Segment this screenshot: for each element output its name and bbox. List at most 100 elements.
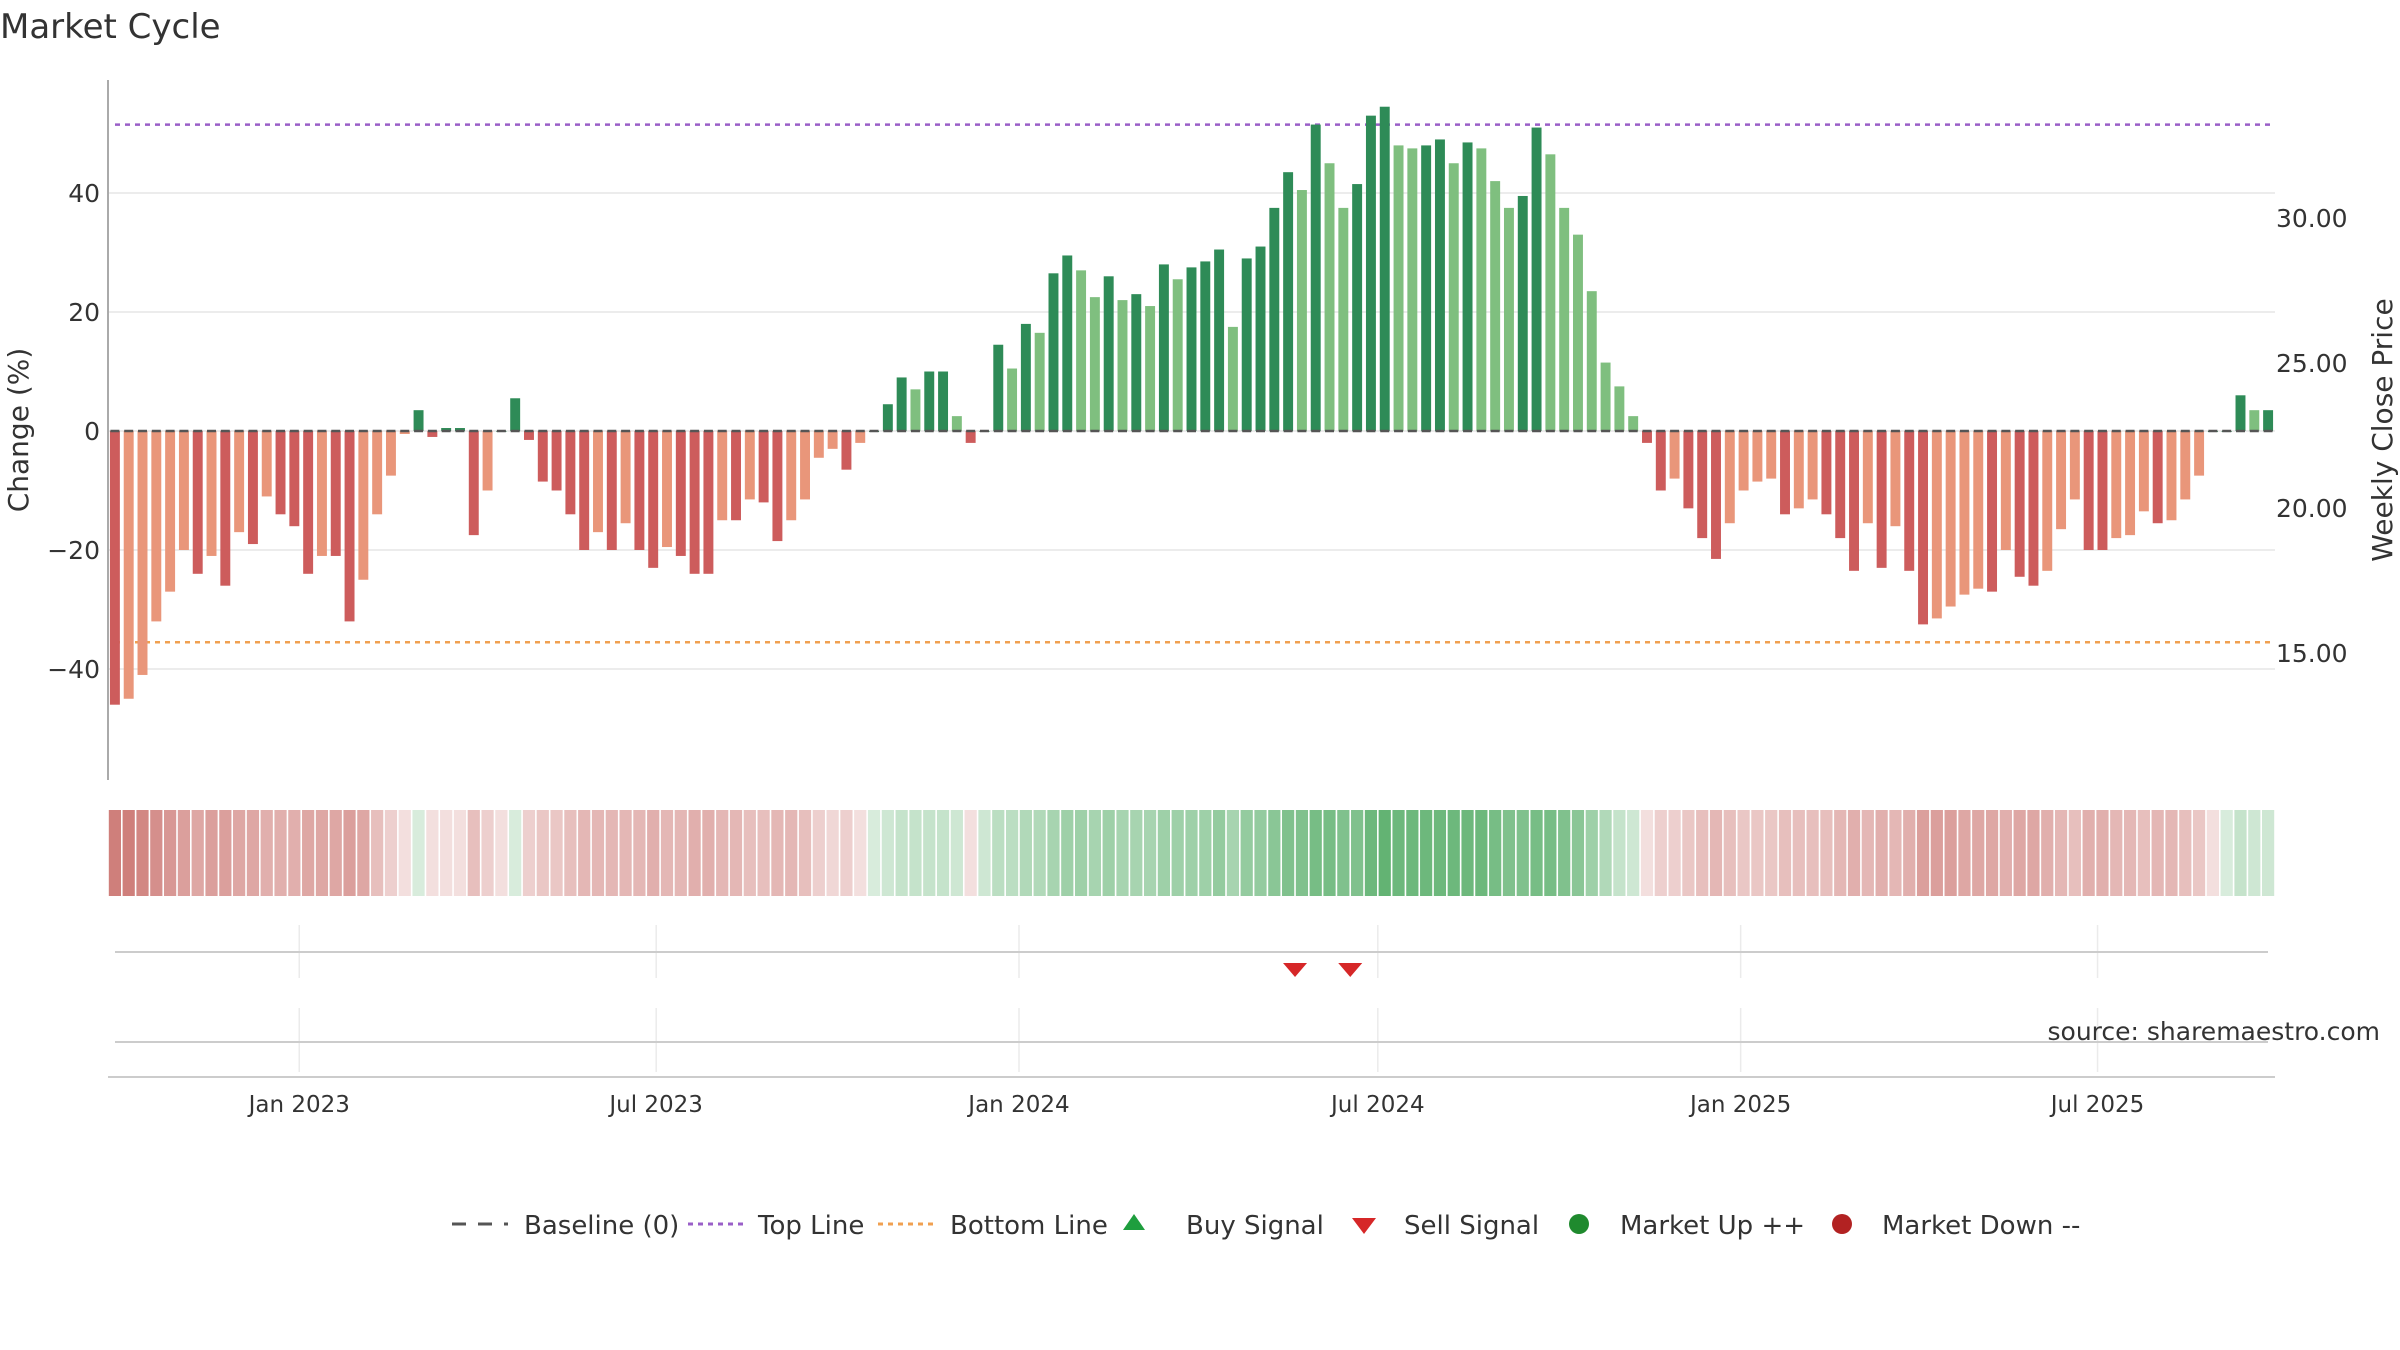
change-bars xyxy=(109,106,2274,705)
band-cell xyxy=(1102,810,1115,896)
bar xyxy=(910,389,921,431)
band-cell xyxy=(1792,810,1805,896)
bar xyxy=(316,431,327,556)
band-cell xyxy=(1723,810,1736,896)
bar xyxy=(924,371,935,431)
bar xyxy=(1600,362,1611,431)
band-cell xyxy=(1751,810,1764,896)
bar xyxy=(2152,431,2163,524)
band-cell xyxy=(1061,810,1074,896)
band-cell xyxy=(1019,810,1032,896)
bar xyxy=(2111,431,2122,539)
band-cell xyxy=(440,810,453,896)
band-cell xyxy=(1268,810,1281,896)
bar xyxy=(1821,431,1832,515)
band-cell xyxy=(688,810,701,896)
band-cell xyxy=(2054,810,2068,896)
y-left-tick-label: −20 xyxy=(47,536,100,565)
band-cell xyxy=(191,810,204,896)
legend-buy-signal-icon xyxy=(1123,1214,1145,1230)
band-cell xyxy=(1999,810,2012,896)
band-cell xyxy=(1433,810,1447,896)
bar xyxy=(800,431,810,500)
bar xyxy=(1559,207,1570,432)
band-cell xyxy=(1765,810,1778,896)
bar xyxy=(151,431,162,622)
bar xyxy=(1945,431,1956,607)
band-cell xyxy=(1185,810,1198,896)
bar xyxy=(1517,195,1528,431)
bar xyxy=(1214,249,1225,431)
bar xyxy=(1614,386,1625,432)
bar xyxy=(551,431,562,491)
band-cell xyxy=(2068,810,2081,896)
band-cell xyxy=(1944,810,1957,896)
band-cell xyxy=(1171,810,1184,896)
bar xyxy=(220,431,231,586)
bar xyxy=(1849,431,1859,571)
bar xyxy=(703,431,714,574)
legend-market-down-icon xyxy=(1832,1214,1852,1234)
band-cell xyxy=(895,810,908,896)
bar xyxy=(234,431,245,533)
band-cell xyxy=(2234,810,2247,896)
bar xyxy=(1255,246,1266,431)
bar xyxy=(385,431,396,476)
band-cell xyxy=(1392,810,1405,896)
band-cell xyxy=(2110,810,2123,896)
band-cell xyxy=(605,810,618,896)
band-cell xyxy=(798,810,812,896)
band-cell xyxy=(1199,810,1212,896)
bar xyxy=(1421,145,1432,431)
bar xyxy=(1987,431,1998,592)
bar xyxy=(1904,431,1915,571)
band-cell xyxy=(619,810,632,896)
band-cell xyxy=(2248,810,2261,896)
bar xyxy=(1724,431,1735,524)
bar xyxy=(1393,145,1404,431)
y-left-tick-label: 40 xyxy=(68,179,100,208)
bar xyxy=(813,431,824,458)
y-right-tick-label: 20.00 xyxy=(2276,494,2348,523)
bar xyxy=(303,431,314,574)
bar xyxy=(2097,431,2108,550)
band-cell xyxy=(2165,810,2178,896)
band-cell xyxy=(205,810,218,896)
band-cell xyxy=(1709,810,1723,896)
x-ticks: Jan 2023 Jul 2023 Jan 2024 Jul 2024 Jan 2025… xyxy=(247,1092,2145,1118)
bar xyxy=(1669,431,1680,479)
bar xyxy=(1407,148,1418,432)
bar xyxy=(1835,431,1846,539)
bar xyxy=(468,431,479,536)
band-cell xyxy=(343,810,356,896)
band-cell xyxy=(826,810,839,896)
legend-market-down-label: Market Down -- xyxy=(1882,1211,2080,1241)
bar xyxy=(1628,416,1639,432)
bar xyxy=(2263,410,2274,431)
x-tick-label: Jan 2023 xyxy=(247,1092,350,1118)
band-cell xyxy=(840,810,853,896)
band-cell xyxy=(591,810,605,896)
bar xyxy=(330,431,341,556)
band-cell xyxy=(177,810,191,896)
band-cell xyxy=(716,810,729,896)
band-cell xyxy=(371,810,384,896)
band-cell xyxy=(1088,810,1101,896)
band-cell xyxy=(1309,810,1322,896)
bar xyxy=(1117,300,1128,431)
band-cell xyxy=(1074,810,1088,896)
band-cell xyxy=(702,810,715,896)
bar xyxy=(2235,395,2246,431)
bar xyxy=(1269,207,1280,432)
bar xyxy=(1876,431,1887,568)
band-cell xyxy=(1544,810,1557,896)
band-cell xyxy=(1530,810,1543,896)
bar xyxy=(178,431,189,550)
bar xyxy=(965,431,976,443)
band-cell xyxy=(1820,810,1833,896)
legend-top-line-label: Top Line xyxy=(757,1211,864,1241)
band-cell xyxy=(1903,810,1916,896)
bar xyxy=(206,431,217,556)
bar xyxy=(896,377,907,431)
bar xyxy=(455,428,465,431)
